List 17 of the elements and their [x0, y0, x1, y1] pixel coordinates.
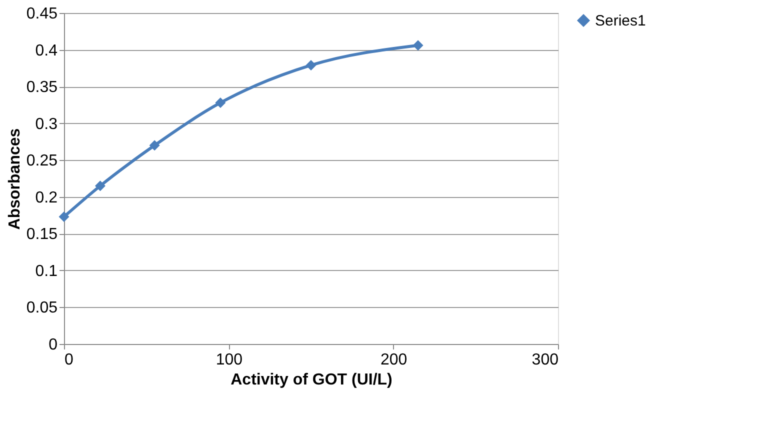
x-tick-label: 0: [64, 352, 74, 368]
y-tick-label: 0.45: [26, 6, 58, 22]
y-tick-label: 0.25: [26, 152, 58, 170]
y-tick-label: 0.15: [26, 226, 58, 244]
y-axis-title: Absorbances: [6, 128, 24, 230]
x-tick-label: 100: [216, 352, 243, 368]
y-tick-label: 0.35: [26, 79, 58, 96]
y-tick-label: 0.3: [35, 116, 58, 133]
x-tick-label: 300: [532, 352, 559, 368]
y-tick-label: 0: [48, 336, 58, 354]
y-tick-label: 0.05: [26, 300, 58, 317]
y-tick-label: 0.4: [35, 42, 58, 60]
x-axis-title: Activity of GOT (UI/L): [230, 372, 392, 388]
legend-label: Series1: [595, 12, 646, 30]
y-tick-label: 0.1: [35, 262, 58, 280]
y-tick-label: 0.2: [35, 189, 58, 206]
x-tick-label: 200: [380, 352, 408, 368]
